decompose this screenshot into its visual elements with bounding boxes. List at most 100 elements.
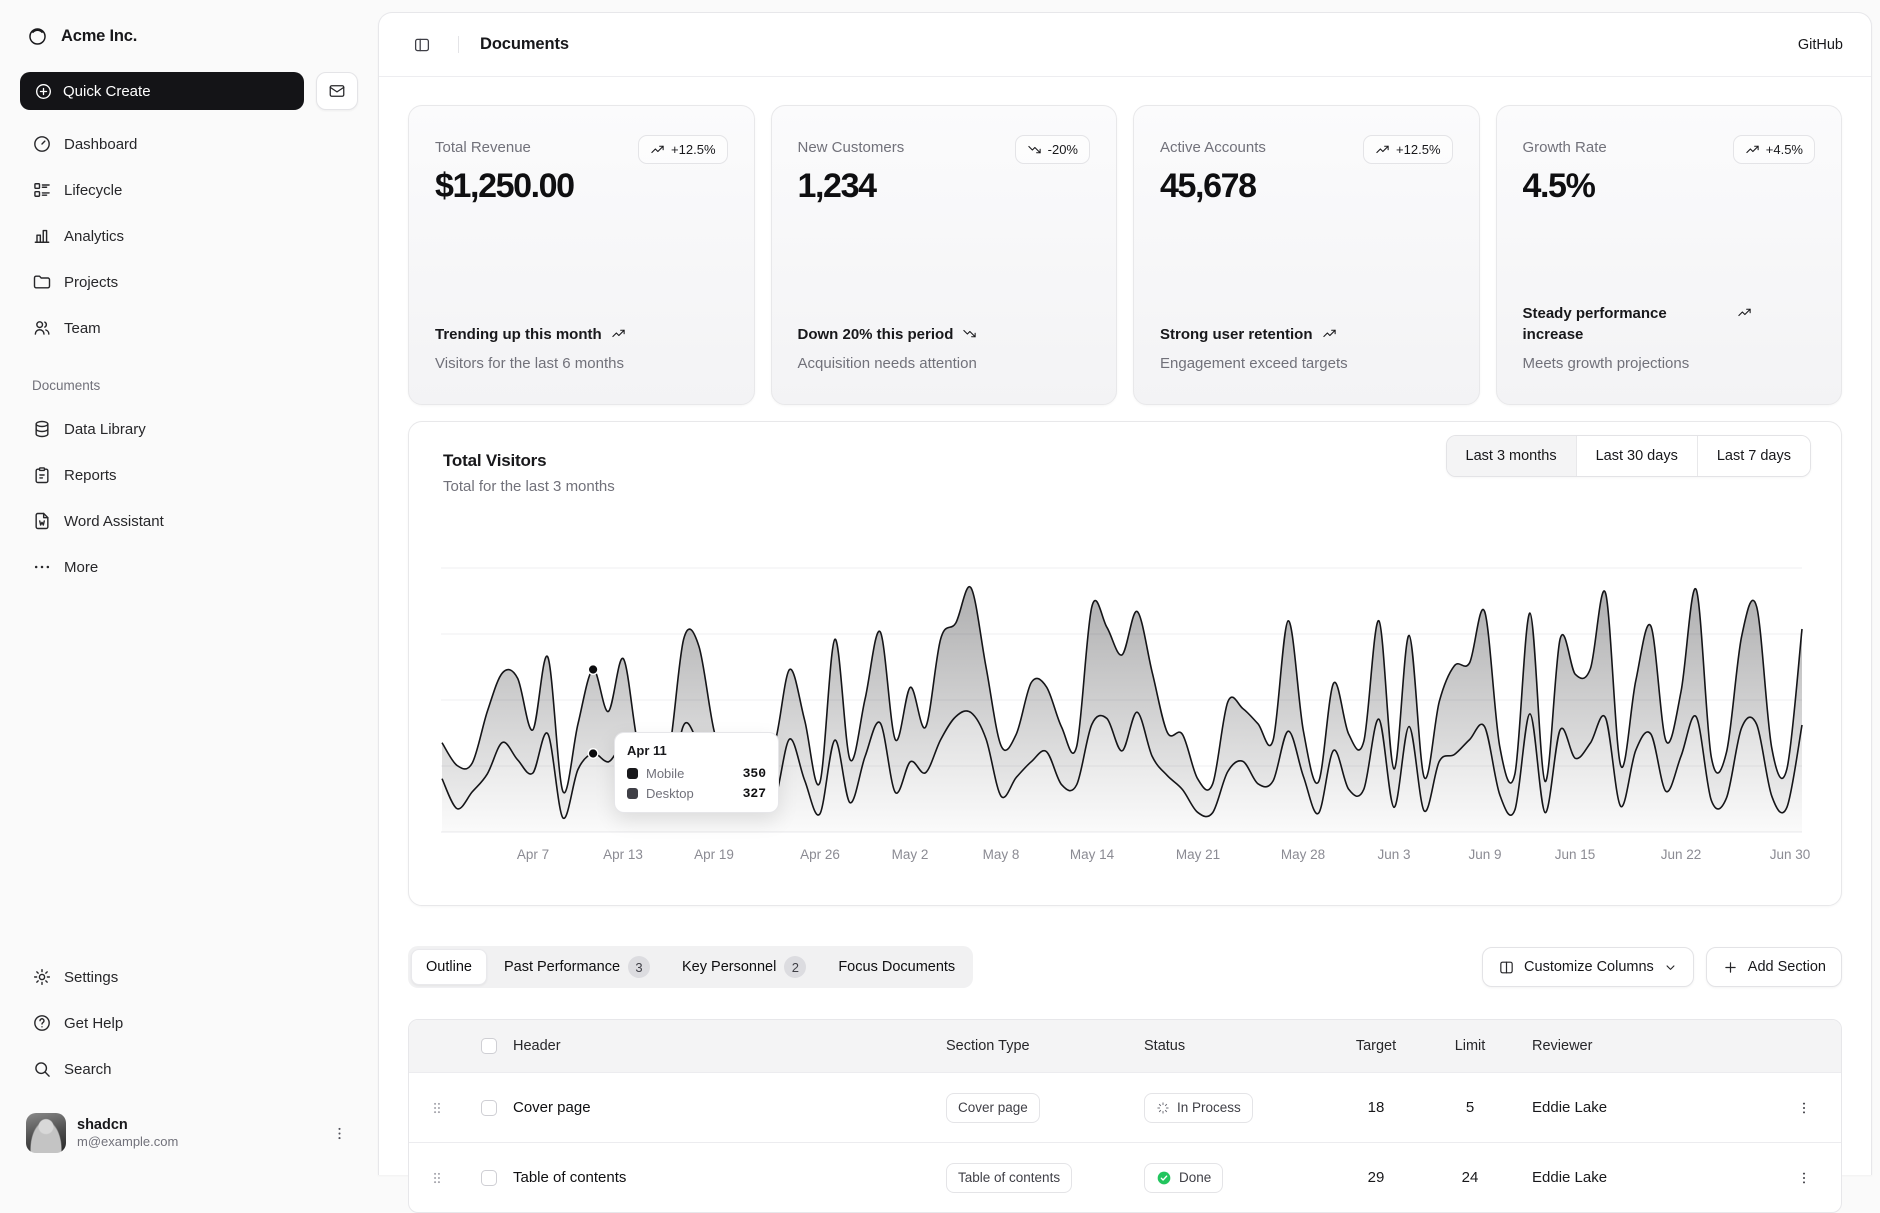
- trend-badge: -20%: [1015, 135, 1090, 164]
- row-checkbox[interactable]: [481, 1100, 497, 1116]
- mail-icon: [328, 82, 346, 100]
- avatar: [26, 1113, 66, 1153]
- stat-footer-desc: Visitors for the last 6 months: [435, 355, 728, 372]
- sidebar-item-more[interactable]: More: [20, 547, 358, 587]
- sidebar: Acme Inc. Quick Create Dashboard Lifecyc…: [0, 0, 378, 1175]
- hover-dot-desktop: [588, 749, 598, 759]
- row-header[interactable]: Table of contents: [513, 1169, 946, 1186]
- circle-plus-icon: [34, 82, 53, 101]
- hover-dot-mobile: [588, 665, 598, 675]
- tab-count-badge: 3: [628, 956, 650, 978]
- sidebar-item-word-assistant[interactable]: Word Assistant: [20, 501, 358, 541]
- x-tick-label: Jun 3: [1377, 847, 1410, 862]
- row-header[interactable]: Cover page: [513, 1099, 946, 1116]
- help-circle-icon: [32, 1013, 52, 1033]
- sidebar-item-reports[interactable]: Reports: [20, 455, 358, 495]
- sidebar-item-get-help[interactable]: Get Help: [20, 1003, 358, 1043]
- row-target: 29: [1334, 1169, 1418, 1186]
- sidebar-item-team[interactable]: Team: [20, 308, 358, 348]
- table-header-row: Header Section Type Status Target Limit …: [409, 1020, 1841, 1072]
- visitors-area-chart[interactable]: Apr 7Apr 13Apr 19Apr 26May 2May 8May 14M…: [409, 532, 1813, 877]
- range-last-3-months[interactable]: Last 3 months: [1447, 436, 1576, 476]
- sidebar-item-dashboard[interactable]: Dashboard: [20, 124, 358, 164]
- clipboard-icon: [32, 465, 52, 485]
- x-tick-label: Apr 26: [800, 847, 840, 862]
- columns-icon: [1498, 959, 1515, 976]
- x-tick-label: May 21: [1176, 847, 1220, 862]
- sidebar-toggle-button[interactable]: [407, 30, 437, 60]
- column-header-header: Header: [513, 1038, 946, 1054]
- tab-outline[interactable]: Outline: [411, 949, 487, 985]
- x-tick-label: Apr 7: [517, 847, 549, 862]
- drag-handle-icon[interactable]: [409, 1099, 465, 1117]
- user-name: shadcn: [77, 1116, 320, 1134]
- tab-past-performance[interactable]: Past Performance 3: [489, 949, 665, 985]
- database-icon: [32, 419, 52, 439]
- range-last-7-days[interactable]: Last 7 days: [1697, 436, 1810, 476]
- tab-key-personnel[interactable]: Key Personnel 2: [667, 949, 821, 985]
- row-menu-button[interactable]: [1789, 1163, 1819, 1193]
- stat-footer-title: Trending up this month: [435, 324, 728, 346]
- sidebar-item-projects[interactable]: Projects: [20, 262, 358, 302]
- ellipsis-vertical-icon: [331, 1125, 348, 1142]
- workspace-switcher[interactable]: Acme Inc.: [0, 0, 378, 47]
- column-header-limit: Limit: [1418, 1038, 1522, 1054]
- row-target: 18: [1334, 1099, 1418, 1116]
- x-tick-label: Apr 19: [694, 847, 734, 862]
- range-last-30-days[interactable]: Last 30 days: [1576, 436, 1697, 476]
- stat-card-growth-rate: Growth Rate +4.5% 4.5% Steady performanc…: [1496, 105, 1843, 405]
- sidebar-item-analytics[interactable]: Analytics: [20, 216, 358, 256]
- column-header-target: Target: [1334, 1038, 1418, 1054]
- stat-value: 4.5%: [1523, 167, 1816, 206]
- series-swatch: [627, 788, 638, 799]
- sidebar-item-data-library[interactable]: Data Library: [20, 409, 358, 449]
- trending-down-icon: [962, 326, 977, 341]
- trend-badge: +12.5%: [1363, 135, 1452, 164]
- select-all-checkbox[interactable]: [481, 1038, 497, 1054]
- folder-icon: [32, 272, 52, 292]
- table-row[interactable]: Cover page Cover page In Process 18 5 Ed…: [409, 1072, 1841, 1142]
- trend-badge: +12.5%: [638, 135, 727, 164]
- tooltip-row: Desktop327: [627, 786, 766, 801]
- status-badge: Done: [1144, 1163, 1223, 1193]
- x-tick-label: May 8: [983, 847, 1020, 862]
- drag-handle-icon[interactable]: [409, 1169, 465, 1187]
- trend-badge: +4.5%: [1733, 135, 1815, 164]
- add-section-button[interactable]: Add Section: [1706, 947, 1842, 987]
- column-header-section-type: Section Type: [946, 1038, 1134, 1054]
- row-menu-button[interactable]: [1789, 1093, 1819, 1123]
- github-link[interactable]: GitHub: [1798, 37, 1843, 53]
- row-checkbox[interactable]: [481, 1170, 497, 1186]
- quick-create-button[interactable]: Quick Create: [20, 72, 304, 110]
- section-type-badge: Table of contents: [946, 1163, 1072, 1193]
- stat-value: 45,678: [1160, 167, 1453, 206]
- stat-card-active-accounts: Active Accounts +12.5% 45,678 Strong use…: [1133, 105, 1480, 405]
- stat-footer-desc: Engagement exceed targets: [1160, 355, 1453, 372]
- sidebar-item-lifecycle[interactable]: Lifecycle: [20, 170, 358, 210]
- x-tick-label: Jun 30: [1770, 847, 1811, 862]
- inbox-button[interactable]: [316, 72, 358, 110]
- main-panel: Documents GitHub Total Revenue +12.5% $1…: [378, 12, 1872, 1175]
- loader-icon: [1156, 1101, 1170, 1115]
- ellipsis-vertical-icon: [1796, 1170, 1812, 1186]
- list-details-icon: [32, 180, 52, 200]
- sidebar-item-search[interactable]: Search: [20, 1049, 358, 1089]
- topbar: Documents GitHub: [379, 13, 1871, 77]
- page-title: Documents: [480, 35, 569, 54]
- row-limit: 5: [1418, 1099, 1522, 1116]
- row-limit: 24: [1418, 1169, 1522, 1186]
- sidebar-item-settings[interactable]: Settings: [20, 957, 358, 997]
- tooltip-row: Mobile350: [627, 766, 766, 781]
- user-menu[interactable]: shadcn m@example.com: [20, 1105, 358, 1161]
- gear-icon: [32, 967, 52, 987]
- customize-columns-button[interactable]: Customize Columns: [1482, 947, 1694, 987]
- search-icon: [32, 1059, 52, 1079]
- range-toggle-group: Last 3 monthsLast 30 daysLast 7 days: [1446, 435, 1811, 477]
- stat-value: 1,234: [798, 167, 1091, 206]
- tab-focus-documents[interactable]: Focus Documents: [823, 949, 970, 985]
- table-row[interactable]: Table of contents Table of contents Done…: [409, 1142, 1841, 1212]
- x-tick-label: Jun 15: [1555, 847, 1596, 862]
- status-badge: In Process: [1144, 1093, 1253, 1123]
- sidebar-section-label: Documents: [0, 348, 378, 395]
- trending-up-icon: [1322, 326, 1337, 341]
